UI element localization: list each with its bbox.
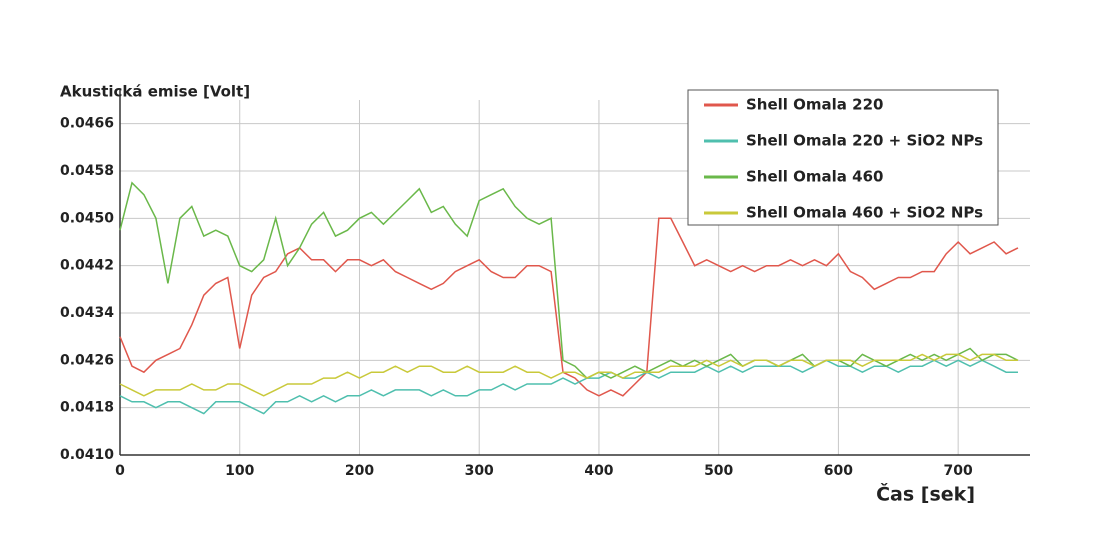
- series-line: [119, 217, 1019, 397]
- y-tick-label: 0.0466: [60, 116, 114, 132]
- x-tick-label: 500: [704, 463, 733, 479]
- y-tick-label: 0.0450: [60, 210, 114, 226]
- x-tick-label: 600: [824, 463, 853, 479]
- series-line: [119, 353, 1018, 397]
- y-tick-label: 0.0458: [60, 163, 114, 179]
- x-tick-label: 400: [584, 463, 613, 479]
- x-tick-label: 100: [225, 463, 254, 479]
- y-axis-label: Akustická emise [Volt]: [60, 83, 250, 101]
- y-tick-label: 0.0434: [60, 305, 114, 321]
- x-tick-label: 0: [115, 463, 125, 479]
- y-tick-label: 0.0442: [60, 258, 114, 274]
- series-line: [119, 181, 1019, 380]
- y-tick-label: 0.0418: [60, 400, 114, 416]
- y-tick-label: 0.0410: [60, 447, 114, 463]
- series-line: [119, 359, 1018, 415]
- x-tick-label: 300: [465, 463, 494, 479]
- legend-label: Shell Omala 460 + SiO2 NPs: [746, 204, 983, 222]
- y-tick-label: 0.0426: [60, 352, 114, 368]
- x-axis-label: Čas [sek]: [876, 482, 975, 506]
- legend-label: Shell Omala 220: [746, 96, 883, 114]
- legend-label: Shell Omala 220 + SiO2 NPs: [746, 132, 983, 150]
- x-tick-label: 700: [944, 463, 973, 479]
- x-tick-label: 200: [345, 463, 374, 479]
- legend-label: Shell Omala 460: [746, 168, 883, 186]
- legend-box: [687, 89, 999, 226]
